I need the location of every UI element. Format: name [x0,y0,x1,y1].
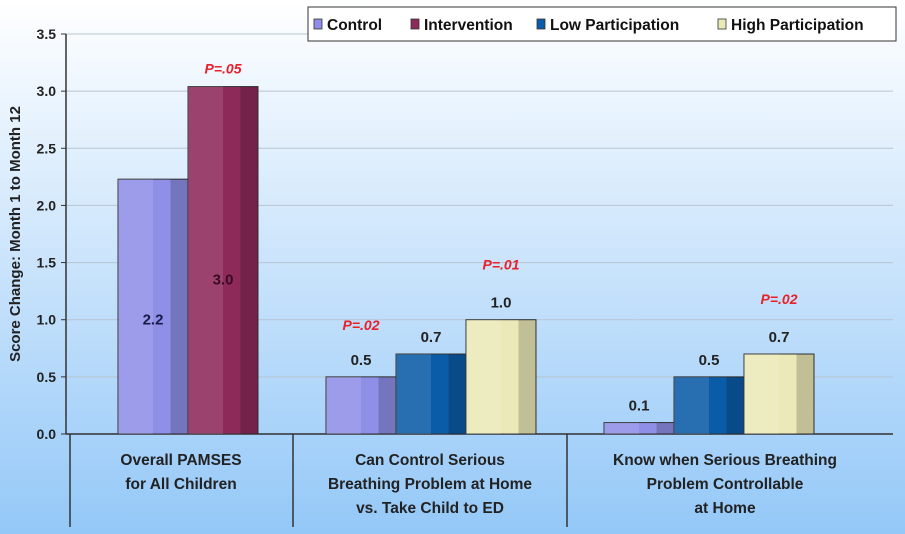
bar-intervention [187,86,259,435]
category-label: Breathing Problem at Home [328,476,532,493]
bar-high-participation [465,319,537,435]
y-tick-label: 2.5 [37,140,57,156]
data-label: 0.5 [351,352,372,369]
bar-highlight [118,179,153,434]
bar-control [325,376,397,435]
bar-control [117,178,189,435]
data-label: 1.0 [491,295,512,312]
y-tick-label: 0.5 [37,369,57,385]
category-label: vs. Take Child to ED [356,500,504,517]
p-value-label: P=.02 [761,291,798,307]
legend-box [307,6,897,42]
bar-low-participation [673,376,745,435]
bar-highlight [188,86,223,435]
legend-label: Control [327,17,382,34]
data-label: 0.7 [421,329,442,346]
bar-highlight [744,354,779,434]
bar-shade [518,319,536,434]
y-tick-label: 3.0 [37,83,57,99]
category-label: Know when Serious Breathing [613,452,837,469]
legend-label: High Participation [731,17,864,34]
data-label: 0.5 [699,352,720,369]
legend-swatch [717,18,727,30]
y-tick-label: 1.0 [37,312,57,328]
bar-shade [240,86,258,435]
bar-low-participation [395,353,467,435]
y-tick-label: 1.5 [37,255,57,271]
data-label: 0.7 [769,329,790,346]
bar-high-participation [743,353,815,435]
bar-shade [656,422,674,434]
bar-highlight [326,376,361,434]
y-tick-label: 3.5 [37,26,57,42]
legend-swatch [313,18,323,30]
bar-highlight [674,376,709,434]
bar-shade [796,354,814,434]
data-label: 0.1 [629,398,650,415]
p-value-label: P=.01 [483,257,520,273]
bar-shade [448,354,466,434]
p-value-label: P=.02 [343,317,380,333]
y-axis-label: Score Change: Month 1 to Month 12 [7,106,24,362]
data-label: 3.0 [213,272,234,289]
bar-highlight [466,319,501,434]
data-label: 2.2 [143,311,164,328]
legend-label: Low Participation [550,17,679,34]
category-label: Problem Controllable [647,476,804,493]
y-tick-label: 2.0 [37,197,57,213]
legend-swatch [536,18,546,30]
p-value-label: P=.05 [205,61,242,77]
bar-shade [170,179,188,434]
category-label: Can Control Serious [355,452,505,469]
legend-label: Intervention [424,17,513,34]
category-label: at Home [694,500,756,517]
category-label: for All Children [125,476,236,493]
bar-shade [726,376,744,434]
legend-swatch [410,18,420,30]
bar-highlight [604,422,639,434]
y-tick-label: 0.0 [37,426,57,442]
bar-shade [378,376,396,434]
category-label: Overall PAMSES [120,452,241,469]
bar-highlight [396,354,431,434]
